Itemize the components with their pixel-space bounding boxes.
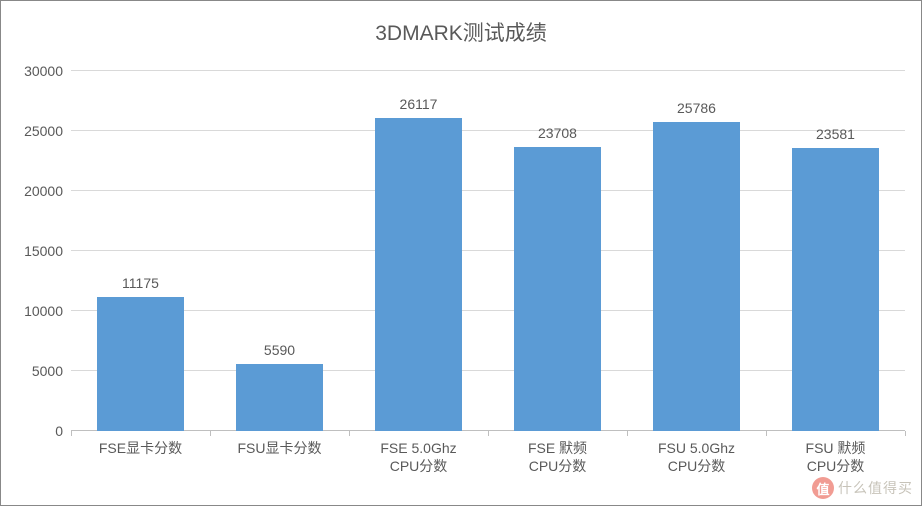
x-axis-category-label: FSU 5.0Ghz CPU分数 xyxy=(627,439,766,475)
y-axis-tick-label: 25000 xyxy=(24,123,71,139)
chart-title: 3DMARK测试成绩 xyxy=(1,1,921,47)
bar-slot: 25786 xyxy=(627,71,766,431)
bar-slot: 11175 xyxy=(71,71,210,431)
bar-slot: 23708 xyxy=(488,71,627,431)
x-axis-tick xyxy=(71,431,72,436)
x-axis-category-label: FSU显卡分数 xyxy=(210,439,349,475)
bar-value-label: 23708 xyxy=(538,125,577,141)
x-axis-category-label: FSE显卡分数 xyxy=(71,439,210,475)
bar-value-label: 5590 xyxy=(264,342,295,358)
bar-slot: 23581 xyxy=(766,71,905,431)
bar-value-label: 23581 xyxy=(816,126,855,142)
watermark-badge: 值 xyxy=(812,477,834,499)
x-axis-tick xyxy=(627,431,628,436)
plot-area: 11175559026117237082578623581 FSE显卡分数FSU… xyxy=(71,71,905,431)
bars-row: 11175 5590 26117 23708 25786 23581 xyxy=(71,71,905,431)
watermark-text: 什么值得买 xyxy=(838,478,913,498)
bar-value-label: 11175 xyxy=(122,275,159,291)
y-axis-tick-label: 5000 xyxy=(32,363,71,379)
x-labels-row: FSE显卡分数FSU显卡分数FSE 5.0Ghz CPU分数FSE 默频 CPU… xyxy=(71,431,905,475)
bar: 25786 xyxy=(653,122,739,431)
bar-slot: 5590 xyxy=(210,71,349,431)
bar: 23581 xyxy=(792,148,878,431)
bar: 26117 xyxy=(375,118,461,431)
y-axis-tick-label: 0 xyxy=(55,423,71,439)
x-axis-tick xyxy=(349,431,350,436)
x-axis-category-label: FSE 5.0Ghz CPU分数 xyxy=(349,439,488,475)
y-axis-tick-label: 20000 xyxy=(24,183,71,199)
bar-slot: 26117 xyxy=(349,71,488,431)
bar-value-label: 25786 xyxy=(677,100,716,116)
bar-value-label: 26117 xyxy=(400,96,438,112)
x-axis-category-label: FSE 默频 CPU分数 xyxy=(488,439,627,475)
y-axis-tick-label: 15000 xyxy=(24,243,71,259)
x-axis-category-label: FSU 默频 CPU分数 xyxy=(766,439,905,475)
y-axis-tick-label: 10000 xyxy=(24,303,71,319)
chart-container: 3DMARK测试成绩 11175 5590 26117 23708 25786 23581… xyxy=(0,0,922,506)
watermark: 值 什么值得买 xyxy=(812,477,913,499)
x-axis-tick xyxy=(488,431,489,436)
y-axis-tick-label: 30000 xyxy=(24,63,71,79)
bar: 23708 xyxy=(514,147,600,431)
x-axis-tick xyxy=(905,431,906,436)
x-axis-tick xyxy=(210,431,211,436)
x-axis-tick xyxy=(766,431,767,436)
bar: 11175 xyxy=(97,297,183,431)
bar: 5590 xyxy=(236,364,322,431)
